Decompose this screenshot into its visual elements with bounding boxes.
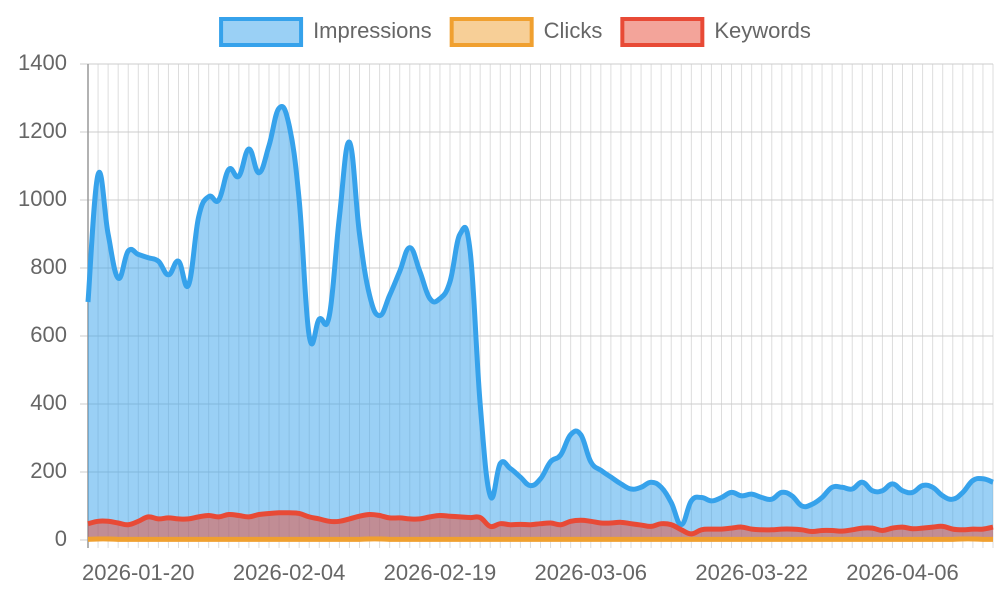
- y-tick-label: 1400: [18, 50, 67, 75]
- y-tick-label: 1200: [18, 118, 67, 143]
- y-tick-label: 600: [30, 322, 67, 347]
- x-tick-label: 2026-02-04: [233, 560, 346, 585]
- x-tick-label: 2026-04-06: [846, 560, 959, 585]
- series-line: [85, 104, 994, 528]
- y-tick-label: 200: [30, 458, 67, 483]
- x-tick-label: 2026-01-20: [82, 560, 195, 585]
- legend-swatch: [449, 17, 534, 47]
- series-area: [88, 106, 993, 541]
- x-tick-label: 2026-02-19: [384, 560, 497, 585]
- y-tick-label: 0: [55, 526, 67, 551]
- legend: Impressions Clicks Keywords: [219, 17, 811, 47]
- legend-label: Clicks: [544, 18, 603, 43]
- legend-swatch: [219, 17, 304, 47]
- y-tick-label: 1000: [18, 186, 67, 211]
- x-tick-label: 2026-03-22: [695, 560, 808, 585]
- x-tick-label: 2026-03-06: [535, 560, 648, 585]
- legend-label: Keywords: [714, 18, 811, 43]
- series-line: [87, 510, 994, 537]
- y-tick-label: 400: [30, 390, 67, 415]
- legend-label: Impressions: [313, 18, 432, 43]
- y-tick-label: 800: [30, 254, 67, 279]
- legend-swatch: [620, 17, 705, 47]
